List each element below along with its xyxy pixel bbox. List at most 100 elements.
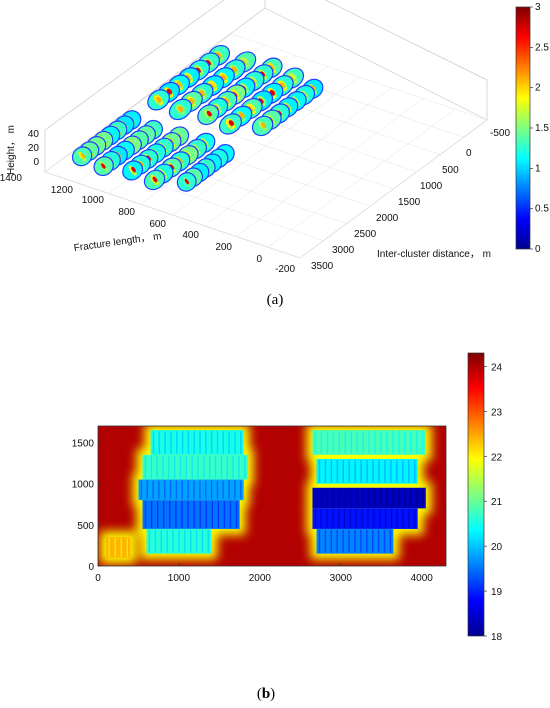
x-tick-label: 1500 (398, 197, 421, 208)
colorbar-b-tick-label: 21 (491, 497, 503, 508)
colorbar-a-tick-label: 1 (535, 163, 541, 174)
x-tick-label: 2500 (354, 229, 377, 240)
grid-line (267, 109, 456, 248)
z-axis-ticks: 40 20 0 (28, 129, 40, 168)
colorbar-b-tick-label: 19 (491, 587, 503, 598)
fracture-surface (197, 104, 220, 126)
fracture-stripe (227, 122, 238, 131)
fracture-stripe (205, 113, 215, 121)
fracture-surface (147, 89, 170, 111)
fracture-stripe (155, 98, 166, 106)
fracture-surface (176, 172, 197, 192)
fracture-core (80, 152, 86, 159)
colorbar-a: 3 2.5 2 1.5 1 0.5 0 (515, 2, 549, 255)
colorbar-a-tick-label: 2.5 (535, 42, 549, 53)
heatmap-region (138, 479, 244, 501)
y-tick-label: 1200 (51, 185, 74, 196)
colorbar-b: 24 23 22 21 20 19 18 (467, 352, 503, 643)
heatmap-region (106, 537, 131, 558)
colorbar-b-tick-label: 20 (491, 542, 503, 553)
fracture-stripe (102, 165, 109, 172)
fracture-core (184, 178, 190, 185)
x-tick-label: -500 (490, 128, 510, 139)
fracture-surface (168, 98, 193, 121)
colorbar-b-tick-label: 22 (491, 452, 503, 463)
fracture-core (261, 122, 267, 129)
fracture-surface (93, 156, 114, 177)
fracture-core (311, 85, 317, 92)
fracture-stripe (152, 179, 161, 186)
fracture-surface (251, 115, 274, 137)
heatmap-region (312, 508, 418, 529)
colorbar-b-ticks: 24 23 22 21 20 19 18 (484, 362, 503, 643)
fracture-stripe (177, 107, 188, 116)
fracture-core (206, 110, 213, 117)
colorbar-a-tick-label: 0.5 (535, 204, 549, 215)
y-axis-label: Fracture length， m (73, 231, 162, 254)
caption-b-close: ) (270, 686, 275, 702)
caption-b-letter: b (262, 686, 270, 702)
x-tick-label: 1000 (168, 573, 191, 584)
x-tick-label: 4000 (411, 573, 434, 584)
colorbar-b-tick-label: 18 (491, 632, 503, 643)
fracture-stripe (260, 125, 269, 132)
fracture-core (177, 157, 184, 164)
x-tick-label: 500 (442, 165, 459, 176)
caption-a-open: ( (267, 292, 272, 308)
colorbar-a-tick-label: 2 (535, 83, 541, 94)
x-tick-label: 1000 (420, 181, 443, 192)
fracture-core (101, 163, 106, 170)
fracture-surface (143, 169, 166, 191)
caption-a-letter: a (272, 292, 279, 308)
fracture-core (131, 166, 137, 173)
y-tick-label: 0 (256, 254, 262, 265)
colorbar-b-tick-label: 24 (491, 362, 503, 373)
y-tick-label: -200 (275, 264, 295, 275)
y-tick-label: 800 (118, 207, 135, 218)
z-tick-label: 0 (33, 157, 39, 168)
x-tick-label: 3000 (330, 573, 353, 584)
grid-line (299, 119, 488, 259)
z-tick-label: 20 (28, 143, 40, 154)
y-tick-label: 200 (215, 242, 232, 253)
fracture-core (177, 106, 184, 113)
x-tick-label: 0 (95, 573, 101, 584)
colorbar-b-gradient (467, 352, 485, 637)
y-tick-label: 1400 (0, 173, 22, 184)
grid-line (204, 87, 392, 226)
fracture-surface (218, 113, 242, 135)
z-axis-label: Height， m (6, 125, 17, 175)
x-axis-ticks: -500 0 500 1000 1500 2000 2500 3000 3500 (311, 128, 510, 272)
y-tick-label: 400 (182, 230, 199, 241)
fracture-core (152, 176, 158, 183)
heatmap-region (150, 430, 244, 455)
caption-a-close: ) (278, 292, 283, 308)
heatmap-frame (97, 425, 447, 567)
grid-line (236, 98, 424, 237)
heatmap-region (142, 454, 248, 480)
y-tick-label: 1500 (72, 438, 95, 449)
panel-a-fracture-surfaces (71, 44, 324, 192)
caption-b-open: ( (257, 686, 262, 702)
x-tick-label: 3000 (332, 245, 355, 256)
x-tick-label: 0 (466, 148, 472, 159)
fracture-surface (71, 146, 93, 167)
y-tick-label: 0 (88, 562, 94, 573)
fracture-stripe (185, 181, 192, 187)
colorbar-a-ticks: 3 2.5 2 1.5 1 0.5 0 (530, 2, 549, 255)
colorbar-a-tick-label: 3 (535, 2, 541, 13)
heatmap-stripes (108, 431, 424, 557)
colorbar-a-tick-label: 1.5 (535, 123, 549, 134)
fracture-core (239, 112, 245, 119)
heatmap-axes-ticks: 0 1000 2000 3000 4000 1500 1000 500 0 (72, 438, 434, 584)
colorbar-a-gradient (515, 6, 531, 250)
fracture-core (228, 120, 235, 127)
grid-line (140, 66, 328, 205)
x-tick-label: 2000 (249, 573, 272, 584)
x-tick-label: 3500 (311, 261, 334, 272)
y-tick-label: 600 (149, 219, 166, 230)
fracture-surface (122, 160, 144, 181)
caption-a: (a) (267, 292, 284, 308)
heatmap-region (142, 500, 240, 529)
grid-line (172, 76, 360, 216)
